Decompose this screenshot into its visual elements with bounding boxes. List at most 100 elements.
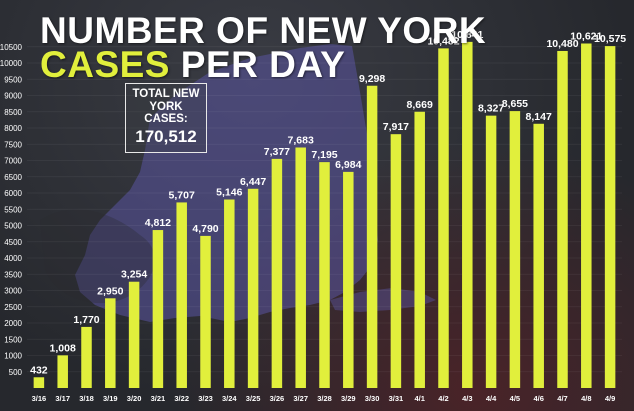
data-label: 7,195 — [311, 149, 337, 161]
y-tick-label: 10500 — [0, 43, 23, 52]
bar-3-19 — [105, 298, 116, 388]
x-tick-label: 4/6 — [533, 394, 543, 403]
bar-4-7 — [557, 50, 568, 388]
data-label: 10,480 — [546, 38, 578, 50]
data-label: 5,146 — [216, 187, 242, 199]
data-label: 5,707 — [169, 189, 195, 201]
bars — [33, 41, 616, 389]
data-label: 3,254 — [121, 269, 147, 281]
y-tick-label: 7000 — [4, 157, 22, 166]
bar-3-27 — [295, 147, 306, 388]
y-axis-ticks: 500 1000 1500 2000 2500 3000 3500 4000 4500 5000 5… — [0, 43, 23, 377]
title-rest: PER DAY — [169, 44, 346, 85]
y-tick-label: 3500 — [4, 270, 22, 279]
bar-4-3 — [462, 41, 473, 388]
total-cases-value: 170,512 — [135, 126, 197, 146]
data-label: 1,008 — [50, 342, 76, 354]
x-tick-label: 3/27 — [293, 394, 308, 403]
x-tick-label: 4/9 — [605, 394, 615, 403]
y-tick-label: 2500 — [4, 303, 22, 312]
long-island-silhouette — [330, 288, 436, 312]
data-label: 1,770 — [73, 314, 99, 326]
data-label: 7,917 — [383, 121, 409, 133]
bar-4-1 — [414, 111, 425, 388]
x-tick-label: 4/4 — [486, 394, 497, 403]
bar-3-24 — [224, 199, 235, 388]
y-tick-label: 4000 — [4, 254, 22, 263]
y-tick-label: 1500 — [4, 335, 22, 344]
bar-3-25 — [247, 188, 259, 388]
x-tick-label: 3/20 — [127, 394, 142, 403]
y-tick-label: 3000 — [4, 287, 22, 296]
total-cases-box: TOTAL NEW YORK CASES: 170,512 — [125, 83, 207, 153]
data-label: 432 — [30, 364, 48, 376]
bar-4-2 — [438, 48, 449, 388]
y-tick-label: 2000 — [4, 319, 22, 328]
data-label: 10,575 — [594, 33, 626, 45]
data-label: 8,147 — [526, 111, 552, 123]
x-tick-label: 3/31 — [389, 394, 404, 403]
data-label: 8,327 — [478, 103, 504, 115]
x-tick-label: 3/30 — [365, 394, 380, 403]
y-tick-label: 10000 — [0, 59, 23, 68]
y-tick-label: 500 — [9, 368, 23, 377]
data-label: 4,812 — [145, 217, 171, 229]
x-tick-label: 3/25 — [246, 394, 261, 403]
y-tick-label: 1000 — [4, 352, 22, 361]
data-label: 4,790 — [192, 223, 218, 235]
data-label: 7,377 — [264, 146, 290, 158]
bar-4-8 — [581, 43, 592, 388]
y-tick-label: 9000 — [4, 92, 22, 101]
bar-3-20 — [128, 281, 140, 388]
x-tick-label: 4/5 — [510, 394, 520, 403]
bar-3-28 — [319, 162, 330, 388]
data-label: 10,482 — [427, 35, 459, 47]
title-accent-word: CASES — [40, 44, 170, 85]
x-tick-label: 4/2 — [438, 394, 448, 403]
x-tick-label: 3/18 — [79, 394, 94, 403]
bar-3-23 — [200, 235, 211, 388]
chart-title-line2: CASES PER DAY — [40, 46, 345, 83]
x-tick-label: 3/17 — [55, 394, 70, 403]
data-label: 9,298 — [359, 73, 385, 85]
x-tick-label: 3/16 — [32, 394, 47, 403]
bar-3-31 — [390, 134, 402, 388]
bar-4-5 — [509, 111, 521, 388]
data-label: 6,984 — [335, 159, 361, 171]
y-tick-label: 4500 — [4, 238, 22, 247]
x-tick-label: 3/19 — [103, 394, 118, 403]
y-tick-label: 8500 — [4, 108, 22, 117]
y-tick-label: 9500 — [4, 75, 22, 84]
bar-3-30 — [366, 85, 378, 388]
x-tick-label: 4/8 — [581, 394, 591, 403]
data-label: 8,655 — [502, 98, 528, 110]
bar-3-21 — [152, 230, 164, 388]
x-tick-label: 4/7 — [557, 394, 567, 403]
x-tick-label: 3/22 — [174, 394, 189, 403]
data-label: 6,447 — [240, 176, 266, 188]
bar-4-6 — [533, 123, 544, 389]
bar-4-4 — [485, 115, 497, 389]
x-tick-label: 4/1 — [414, 394, 424, 403]
x-tick-label: 3/28 — [317, 394, 332, 403]
chart-title-line1: NUMBER OF NEW YORK — [40, 10, 487, 51]
bar-3-16 — [33, 377, 45, 388]
data-label: 8,669 — [407, 99, 433, 111]
y-tick-label: 5000 — [4, 222, 22, 231]
data-label: 7,683 — [288, 135, 314, 147]
y-tick-label: 6500 — [4, 173, 22, 182]
data-label: 2,950 — [97, 285, 123, 297]
x-axis-ticks: 3/16 3/17 3/18 3/19 3/20 3/21 3/22 3/23 3/24 3/25… — [32, 394, 616, 403]
y-tick-label: 6000 — [4, 189, 22, 198]
data-label: 10,621 — [570, 31, 602, 43]
bar-3-29 — [343, 171, 354, 388]
bar-3-17 — [57, 355, 68, 388]
dark-smoke-overlay — [40, 209, 155, 304]
data-label: 10,841 — [451, 29, 483, 41]
bar-3-22 — [176, 202, 187, 388]
x-tick-label: 4/3 — [462, 394, 472, 403]
x-tick-label: 3/24 — [222, 394, 237, 403]
